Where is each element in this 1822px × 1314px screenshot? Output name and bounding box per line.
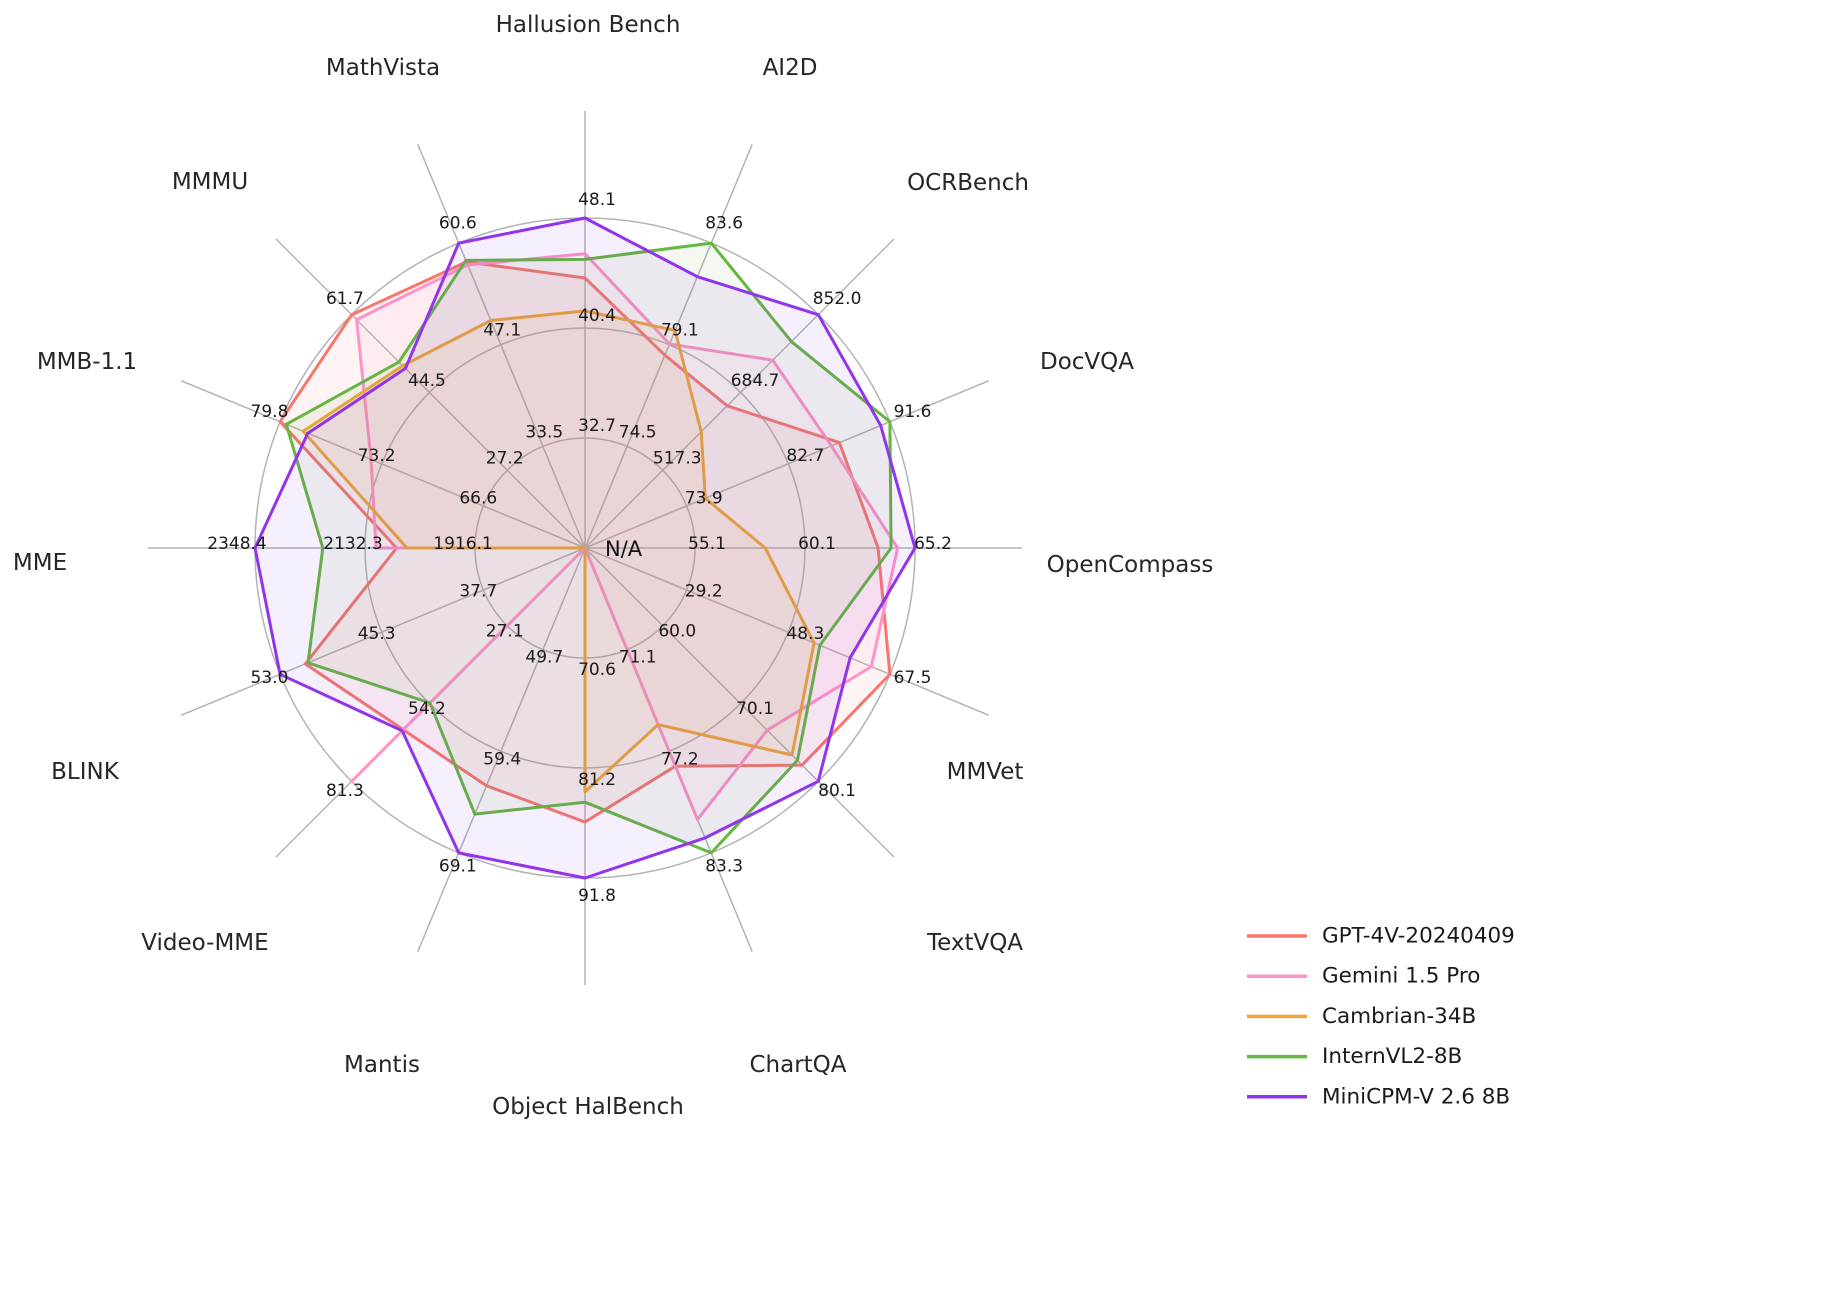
tick-label: 60.0: [658, 621, 696, 641]
tick-label: 684.7: [731, 371, 780, 391]
tick-label: 74.5: [619, 422, 657, 442]
tick-label: 54.2: [408, 699, 446, 719]
legend-item-minicpm-v-2-6-8b: MiniCPM-V 2.6 8B: [1247, 1084, 1510, 1109]
tick-label: 517.3: [653, 449, 702, 469]
tick-label: 55.1: [688, 534, 726, 554]
tick-label: 65.2: [914, 534, 952, 554]
legend-label: InternVL2-8B: [1322, 1044, 1462, 1069]
series-polygon-gemini-1-5-pro: [350, 252, 900, 822]
tick-label: 91.6: [894, 402, 932, 422]
tick-label: 2132.3: [323, 534, 382, 554]
tick-label: 60.6: [439, 213, 477, 233]
legend-item-gemini-1-5-pro: Gemini 1.5 Pro: [1247, 964, 1480, 989]
axis-line: [180, 380, 586, 549]
center-na-label: N/A: [605, 537, 643, 561]
tick-label: 49.7: [525, 648, 563, 668]
axis-line: [584, 238, 895, 549]
axis-line: [584, 380, 990, 549]
axis-line: [584, 143, 753, 549]
tick-label: 71.1: [619, 648, 657, 668]
tick-label: 73.2: [358, 446, 396, 466]
tick-label: 44.5: [408, 371, 446, 391]
tick-label: 79.8: [251, 402, 289, 422]
legend-label: Gemini 1.5 Pro: [1322, 964, 1480, 989]
tick-label: 40.4: [578, 306, 616, 326]
axis-label-opencompass: OpenCompass: [1047, 552, 1214, 578]
series-polygon-cambrian-34b: [301, 309, 816, 794]
tick-label: 37.7: [459, 582, 497, 602]
series-polygon-minicpm-v-2-6-8b: [253, 216, 917, 880]
axis-label-mmmu: MMMU: [172, 169, 248, 195]
tick-label: 60.1: [798, 534, 836, 554]
axis-line: [275, 238, 586, 549]
axis-label-ai2d: AI2D: [763, 55, 818, 81]
axis-category-labels: Hallusion Bench AI2D OCRBench DocVQA OpenCom…: [13, 12, 1213, 1120]
axis-label-blink: BLINK: [51, 759, 120, 785]
axis-label-mmvet: MMVet: [947, 759, 1024, 785]
tick-label: 32.7: [578, 416, 616, 436]
tick-label: 1916.1: [433, 534, 492, 554]
tick-label: 91.8: [578, 886, 616, 906]
axis-line: [417, 547, 586, 953]
axis-label-mmb-1-1: MMB-1.1: [37, 349, 137, 375]
axis-label-object-halbench: Object HalBench: [492, 1094, 684, 1120]
legend-label: Cambrian-34B: [1322, 1004, 1476, 1029]
tick-label: 61.7: [326, 289, 364, 309]
axis-label-hallusion-bench: Hallusion Bench: [496, 12, 681, 38]
axis-line: [584, 547, 895, 858]
tick-label: 2348.4: [207, 534, 266, 554]
tick-label: 70.1: [736, 699, 774, 719]
tick-label: 82.7: [786, 446, 824, 466]
tick-label: 67.5: [894, 668, 932, 688]
tick-label: 83.3: [705, 857, 743, 877]
tick-label: 79.1: [661, 321, 699, 341]
axis-line: [584, 547, 990, 716]
axis-label-mme: MME: [13, 550, 67, 576]
tick-label: 53.0: [251, 668, 289, 688]
series-polygon-gpt-4v-20240409: [278, 260, 892, 824]
axis-tick-labels: 32.7 40.4 48.1 74.5 79.1 83.6 517.3 684.7 852.0 7…: [207, 190, 952, 906]
axis-label-mathvista: MathVista: [326, 55, 440, 81]
tick-label: 852.0: [813, 289, 862, 309]
axis-label-chartqa: ChartQA: [749, 1052, 846, 1078]
legend-label: GPT-4V-20240409: [1322, 924, 1515, 949]
legend-item-cambrian-34b: Cambrian-34B: [1247, 1004, 1476, 1029]
axis-label-docvqa: DocVQA: [1040, 349, 1134, 375]
tick-label: 69.1: [439, 857, 477, 877]
axis-label-video-mme: Video-MME: [141, 930, 268, 956]
tick-label: 27.1: [486, 621, 524, 641]
legend: GPT-4V-20240409 Gemini 1.5 Pro Cambrian-34…: [1247, 924, 1515, 1109]
tick-label: 81.2: [578, 770, 616, 790]
tick-label: 27.2: [486, 449, 524, 469]
tick-label: 48.3: [786, 624, 824, 644]
series-polygon-internvl2-8b: [284, 241, 893, 855]
tick-label: 29.2: [685, 582, 723, 602]
tick-label: 48.1: [578, 190, 616, 210]
axis-line: [180, 547, 586, 716]
tick-label: 33.5: [525, 422, 563, 442]
tick-label: 73.9: [685, 488, 723, 508]
tick-label: 83.6: [705, 213, 743, 233]
tick-label: 45.3: [358, 624, 396, 644]
tick-label: 80.1: [818, 781, 856, 801]
series-polygons: [253, 216, 917, 880]
tick-label: 70.6: [578, 660, 616, 680]
tick-label: 81.3: [326, 781, 364, 801]
tick-label: 59.4: [483, 749, 521, 769]
tick-label: 47.1: [483, 321, 521, 341]
axis-label-mantis: Mantis: [344, 1052, 420, 1078]
axis-line: [417, 143, 586, 549]
legend-item-internvl2-8b: InternVL2-8B: [1247, 1044, 1462, 1069]
legend-label: MiniCPM-V 2.6 8B: [1322, 1084, 1510, 1109]
legend-item-gpt-4v-20240409: GPT-4V-20240409: [1247, 924, 1515, 949]
axis-label-textvqa: TextVQA: [926, 930, 1023, 956]
axis-label-ocrbench: OCRBench: [907, 170, 1029, 196]
tick-label: 77.2: [661, 749, 699, 769]
tick-label: 66.6: [459, 488, 497, 508]
